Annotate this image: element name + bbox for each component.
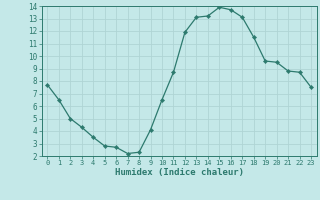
X-axis label: Humidex (Indice chaleur): Humidex (Indice chaleur) — [115, 168, 244, 177]
